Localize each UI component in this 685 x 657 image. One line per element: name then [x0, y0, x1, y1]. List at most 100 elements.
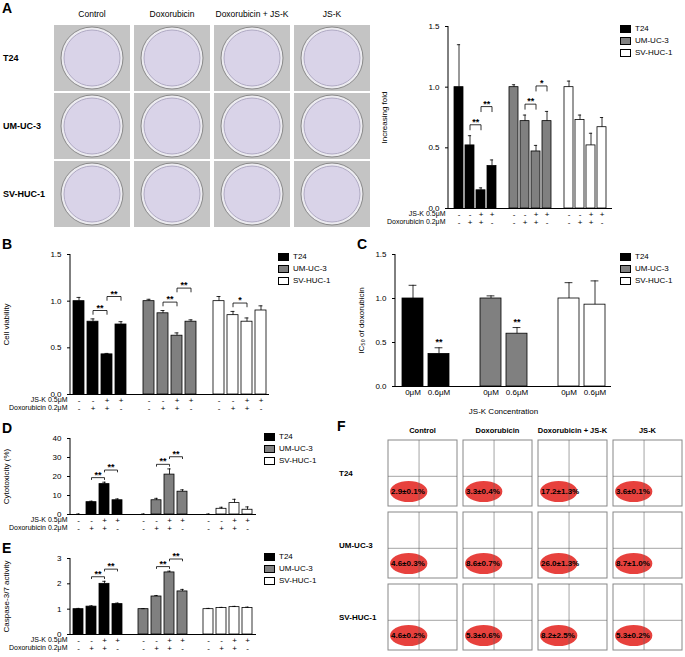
svg-text:**: **	[435, 337, 443, 347]
svg-text:0.0: 0.0	[375, 382, 387, 391]
svg-text:SV-HUC-1: SV-HUC-1	[3, 189, 45, 199]
svg-text:**: **	[160, 456, 168, 466]
svg-text:+-: +-	[490, 210, 495, 227]
svg-text:10: 10	[53, 491, 62, 500]
svg-text:Control: Control	[78, 9, 106, 19]
svg-text:20: 20	[53, 472, 62, 481]
svg-text:++: ++	[589, 210, 594, 227]
svg-text:**: **	[173, 551, 181, 561]
svg-text:**: **	[527, 96, 535, 106]
svg-text:*: *	[540, 78, 544, 88]
svg-text:--: --	[207, 636, 210, 653]
svg-text:+-: +-	[119, 396, 124, 413]
svg-text:--: --	[207, 516, 210, 533]
svg-text:Doxorubicin 0.2μM: Doxorubicin 0.2μM	[387, 218, 446, 226]
svg-text:**: **	[96, 303, 104, 313]
svg-text:Cell viability: Cell viability	[2, 303, 11, 345]
svg-text:0.5: 0.5	[50, 343, 62, 352]
svg-text:--: --	[142, 636, 145, 653]
svg-text:-+: -+	[578, 210, 583, 227]
svg-text:T24: T24	[3, 53, 19, 63]
svg-text:+-: +-	[180, 516, 185, 533]
svg-text:8.2±2.5%: 8.2±2.5%	[541, 631, 575, 640]
svg-text:IC₅₀ of doxorubicin: IC₅₀ of doxorubicin	[357, 287, 366, 354]
svg-text:**: **	[110, 289, 118, 299]
svg-text:**: **	[472, 117, 480, 127]
svg-text:JS-K 0.5μM: JS-K 0.5μM	[31, 516, 68, 524]
svg-text:Doxorubicin: Doxorubicin	[476, 426, 520, 435]
svg-text:Caspase-3/7 activity: Caspase-3/7 activity	[2, 560, 11, 632]
svg-text:4.6±0.2%: 4.6±0.2%	[391, 631, 425, 640]
svg-text:**: **	[95, 470, 103, 480]
svg-text:UM-UC-3: UM-UC-3	[3, 121, 41, 131]
svg-text:5.3±0.6%: 5.3±0.6%	[466, 631, 500, 640]
svg-text:Control: Control	[409, 426, 436, 435]
svg-text:T24: T24	[339, 469, 353, 478]
svg-text:**: **	[173, 449, 181, 459]
svg-text:8.6±0.7%: 8.6±0.7%	[466, 559, 500, 568]
svg-text:-+: -+	[219, 636, 224, 653]
svg-text:JS-K 0.5μM: JS-K 0.5μM	[409, 210, 446, 218]
svg-text:++: ++	[167, 516, 172, 533]
svg-text:--: --	[78, 396, 81, 413]
svg-text:Doxorubicin 0.2μM: Doxorubicin 0.2μM	[9, 644, 68, 652]
svg-text:-+: -+	[468, 210, 473, 227]
svg-text:--: --	[142, 516, 145, 533]
svg-text:+-: +-	[245, 516, 250, 533]
svg-text:Doxorubicin 0.2μM: Doxorubicin 0.2μM	[9, 524, 68, 532]
svg-text:++: ++	[105, 396, 110, 413]
svg-text:2: 2	[57, 579, 62, 588]
svg-text:-+: -+	[154, 516, 159, 533]
svg-text:--: --	[148, 396, 151, 413]
svg-text:**: **	[180, 280, 188, 290]
svg-text:Doxorubicin 0.2μM: Doxorubicin 0.2μM	[9, 404, 68, 412]
svg-text:Increasing fold: Increasing fold	[380, 91, 389, 143]
svg-text:++: ++	[534, 210, 539, 227]
svg-text:+-: +-	[115, 516, 120, 533]
svg-text:+-: +-	[545, 210, 550, 227]
svg-text:1.5: 1.5	[428, 22, 440, 31]
svg-text:++: ++	[245, 396, 250, 413]
svg-text:--: --	[77, 516, 80, 533]
svg-text:**: **	[513, 317, 521, 327]
svg-text:+-: +-	[245, 636, 250, 653]
svg-text:Doxorubicin: Doxorubicin	[150, 9, 195, 19]
svg-text:JS-K 0.5μM: JS-K 0.5μM	[31, 636, 68, 644]
svg-text:5.3±0.2%: 5.3±0.2%	[616, 631, 650, 640]
svg-text:Cytotoxicity (%): Cytotoxicity (%)	[2, 448, 11, 504]
svg-text:JS-K 0.5μM: JS-K 0.5μM	[31, 396, 68, 404]
svg-text:--: --	[458, 210, 461, 227]
svg-text:0μM: 0μM	[561, 388, 577, 397]
svg-text:**: **	[108, 462, 116, 472]
svg-text:--: --	[513, 210, 516, 227]
svg-text:1.0: 1.0	[50, 297, 62, 306]
svg-text:++: ++	[167, 636, 172, 653]
svg-text:-+: -+	[89, 636, 94, 653]
svg-text:-+: -+	[231, 396, 236, 413]
svg-text:-+: -+	[154, 636, 159, 653]
svg-text:-+: -+	[91, 396, 96, 413]
svg-text:SV-HUC-1: SV-HUC-1	[339, 613, 377, 622]
svg-text:++: ++	[102, 636, 107, 653]
svg-text:**: **	[166, 294, 174, 304]
svg-text:++: ++	[232, 516, 237, 533]
svg-text:1: 1	[57, 605, 62, 614]
svg-text:Doxorubicin + JS-K: Doxorubicin + JS-K	[538, 426, 608, 435]
svg-text:UM-UC-3: UM-UC-3	[339, 541, 373, 550]
svg-text:**: **	[108, 561, 116, 571]
svg-text:2.9±0.1%: 2.9±0.1%	[391, 487, 425, 496]
svg-text:3.3±0.4%: 3.3±0.4%	[466, 487, 500, 496]
svg-text:**: **	[160, 559, 168, 569]
svg-text:++: ++	[102, 516, 107, 533]
svg-text:--: --	[77, 636, 80, 653]
svg-text:3: 3	[57, 554, 62, 563]
svg-text:++: ++	[232, 636, 237, 653]
svg-text:JS-K: JS-K	[323, 9, 342, 19]
svg-text:+-: +-	[180, 636, 185, 653]
svg-text:1.5: 1.5	[50, 250, 62, 259]
svg-text:8.7±1.0%: 8.7±1.0%	[616, 559, 650, 568]
svg-text:40: 40	[53, 434, 62, 443]
svg-text:--: --	[218, 396, 221, 413]
svg-text:0.6μM: 0.6μM	[584, 388, 607, 397]
svg-text:Doxorubicin + JS-K: Doxorubicin + JS-K	[216, 9, 289, 19]
